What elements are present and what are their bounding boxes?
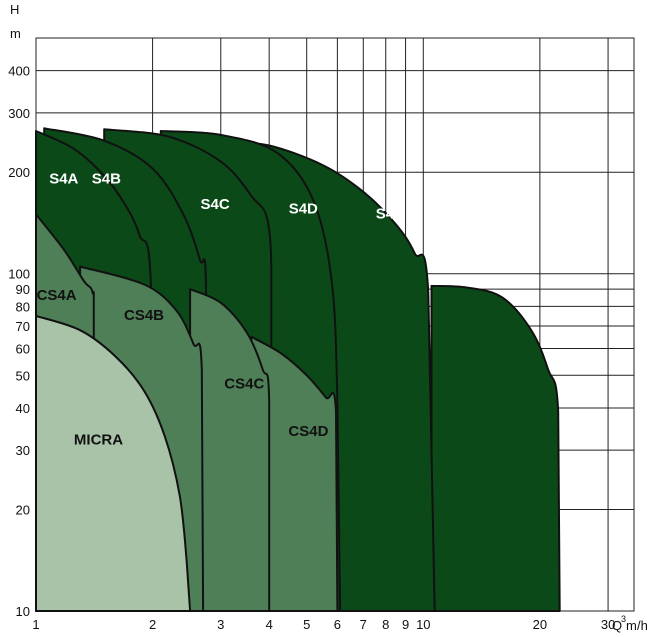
label-cs4b: CS4B (124, 307, 164, 324)
x-tick-label: 8 (382, 617, 389, 632)
y-tick-label: 300 (8, 106, 30, 121)
x-tick-label: 20 (533, 617, 547, 632)
x-tick-label: 2 (149, 617, 156, 632)
y-tick-label: 10 (16, 604, 30, 619)
y-tick-label: 30 (16, 443, 30, 458)
y-axis-title: H (10, 2, 19, 17)
x-tick-label: 4 (266, 617, 273, 632)
label-s4e: S4E (376, 205, 404, 222)
label-cs4c: CS4C (224, 375, 264, 392)
label-s4c: S4C (201, 196, 230, 213)
label-s4d: S4D (289, 200, 318, 217)
label-cs4a: CS4A (37, 287, 77, 304)
y-tick-label: 50 (16, 368, 30, 383)
y-tick-label: 20 (16, 503, 30, 518)
x-tick-label: 3 (217, 617, 224, 632)
area-s4f (430, 284, 561, 612)
x-tick-label: 6 (334, 617, 341, 632)
x-tick-label: 5 (303, 617, 310, 632)
label-s4a: S4A (49, 171, 78, 188)
pump-areas (35, 127, 561, 612)
x-tick-label: 1 (32, 617, 39, 632)
y-tick-label: 100 (8, 267, 30, 282)
x-axis-title: Q (612, 618, 622, 633)
area-cs4d (250, 335, 339, 612)
area-labels: S4F S4E S4D S4C S4B S4A CS4D CS4C CS4B CS4A MICRA (37, 171, 598, 449)
y-tick-label: 90 (16, 282, 30, 297)
x-axis-unit-m: m (626, 618, 637, 633)
x-tick-label: 30 (601, 617, 615, 632)
y-tick-label: 70 (16, 319, 30, 334)
x-axis-unit-per-hour: /h (637, 618, 648, 633)
label-s4f: S4F (570, 392, 598, 409)
x-tick-label: 9 (402, 617, 409, 632)
x-tick-labels: 1 2 3 4 5 6 7 8 9 10 20 30 (32, 617, 615, 632)
y-tick-label: 60 (16, 342, 30, 357)
y-tick-label: 200 (8, 165, 30, 180)
y-tick-label: 400 (8, 64, 30, 79)
label-cs4d: CS4D (288, 423, 328, 440)
x-tick-label: 7 (360, 617, 367, 632)
x-axis-unit-superscript: 3 (621, 614, 626, 624)
y-axis-unit: m (10, 26, 21, 41)
y-tick-label: 80 (16, 299, 30, 314)
area-micra (35, 314, 192, 612)
area-cs4c (189, 288, 271, 612)
label-micra: MICRA (74, 432, 123, 449)
label-s4b: S4B (92, 171, 121, 188)
y-tick-label: 40 (16, 401, 30, 416)
x-tick-label: 10 (416, 617, 430, 632)
